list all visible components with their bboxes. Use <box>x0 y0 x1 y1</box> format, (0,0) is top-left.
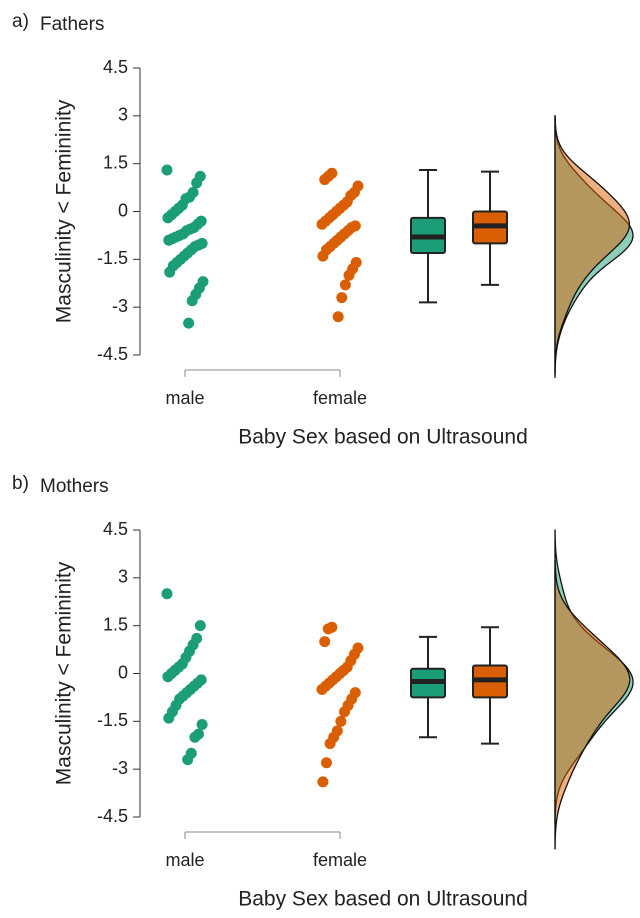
point <box>162 212 174 224</box>
point <box>319 174 331 186</box>
y-tick-label: -3 <box>112 296 128 316</box>
panel-title: Fathers <box>40 14 104 35</box>
point <box>321 757 332 769</box>
density <box>554 559 631 850</box>
point <box>161 588 173 600</box>
x-tick-label: male <box>165 388 204 408</box>
x-tick-label: male <box>165 850 204 870</box>
panel-label: b) <box>12 473 29 494</box>
point <box>194 620 206 632</box>
point <box>196 719 208 731</box>
point <box>339 279 351 291</box>
panel-label: a) <box>12 11 29 32</box>
point <box>163 712 175 724</box>
point <box>191 177 203 189</box>
point <box>319 636 331 648</box>
y-tick-label: 1.5 <box>103 152 128 172</box>
y-tick-label: 3 <box>118 105 128 125</box>
y-tick-label: -3 <box>112 758 128 778</box>
y-tick-label: -4.5 <box>97 806 128 826</box>
point <box>183 317 195 329</box>
point <box>336 292 348 304</box>
y-axis-label: Masculinity < Femininity <box>53 99 76 323</box>
y-tick-label: 0 <box>118 662 128 682</box>
point <box>186 295 198 307</box>
point <box>339 706 350 718</box>
panel-title: Mothers <box>40 476 109 497</box>
density <box>554 115 631 375</box>
y-tick-label: 4.5 <box>103 57 128 77</box>
point <box>335 715 347 727</box>
y-tick-label: -1.5 <box>97 248 128 268</box>
point <box>189 731 201 743</box>
point <box>317 776 329 788</box>
y-axis-label: Masculinity < Femininity <box>53 561 76 785</box>
point <box>182 754 194 766</box>
point <box>317 250 329 262</box>
x-tick-label: female <box>313 388 367 408</box>
y-tick-label: 3 <box>118 567 128 587</box>
point <box>324 738 336 750</box>
x-tick-label: female <box>313 850 367 870</box>
point <box>322 623 334 635</box>
point <box>161 164 173 176</box>
point <box>316 683 328 695</box>
y-tick-label: 4.5 <box>103 519 128 539</box>
y-tick-label: 1.5 <box>103 614 128 634</box>
point <box>332 311 344 323</box>
point <box>163 234 175 246</box>
point <box>164 266 176 278</box>
x-axis-label: Baby Sex based on Ultrasound <box>238 426 528 449</box>
point <box>316 218 328 230</box>
y-tick-label: -4.5 <box>97 344 128 364</box>
point <box>162 671 174 683</box>
y-tick-label: 0 <box>118 200 128 220</box>
y-tick-label: -1.5 <box>97 710 128 730</box>
x-axis-label: Baby Sex based on Ultrasound <box>238 888 528 911</box>
point <box>343 269 355 281</box>
